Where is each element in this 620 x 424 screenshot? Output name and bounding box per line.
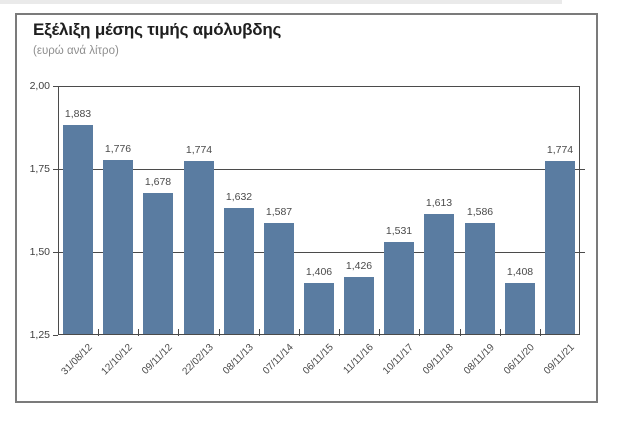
bar-value-label: 1,774 <box>185 144 213 156</box>
x-axis-tick <box>138 329 139 336</box>
y-tick-label-1,75: 1,75 <box>29 163 50 175</box>
chart-subtitle: (ευρώ ανά λίτρο) <box>33 45 119 57</box>
bar-value-label: 1,586 <box>466 206 494 218</box>
screenshot-edge-artifact <box>0 0 562 4</box>
bar-value-label: 1,613 <box>425 197 453 209</box>
bar-value-label: 1,883 <box>64 108 92 120</box>
x-axis-tick <box>299 329 300 336</box>
x-axis-tick <box>219 329 220 336</box>
bar-22/02/13 <box>184 161 214 335</box>
plot-top-border <box>58 86 580 87</box>
x-axis-tick <box>259 329 260 336</box>
x-axis-tick <box>460 329 461 336</box>
bar-value-label: 1,632 <box>225 191 253 203</box>
left-axis-tick <box>53 169 58 170</box>
x-axis-tick <box>98 329 99 336</box>
bar-07/11/14 <box>264 223 294 335</box>
bar-value-label: 1,776 <box>104 143 132 155</box>
bar-value-label: 1,408 <box>506 266 534 278</box>
bar-08/11/13 <box>224 208 254 335</box>
x-axis-tick <box>540 329 541 336</box>
bar-value-label: 1,678 <box>144 176 172 188</box>
plot-area <box>58 86 580 335</box>
bar-value-label: 1,426 <box>345 260 373 272</box>
x-axis-tick <box>500 329 501 336</box>
bar-value-label: 1,774 <box>546 144 574 156</box>
gridline-1,75 <box>58 169 580 170</box>
bar-11/11/16 <box>344 277 374 335</box>
gridline-1,50 <box>58 252 580 253</box>
x-axis-tick <box>419 329 420 336</box>
bar-09/11/21 <box>545 161 575 335</box>
bar-06/11/20 <box>505 283 535 335</box>
y-axis-line <box>58 86 59 335</box>
y-tick-label-1,50: 1,50 <box>29 246 50 258</box>
left-axis-tick <box>53 335 58 336</box>
chart-title: Εξέλιξη μέσης τιμής αμόλυβδης <box>33 20 282 39</box>
right-axis-tick <box>580 169 585 170</box>
y-tick-label-1,25: 1,25 <box>29 329 50 341</box>
bar-12/10/12 <box>103 160 133 335</box>
bar-value-label: 1,587 <box>265 206 293 218</box>
bar-06/11/15 <box>304 283 334 335</box>
x-axis-line <box>58 334 580 335</box>
bar-31/08/12 <box>63 125 93 335</box>
right-axis-tick <box>580 252 585 253</box>
y-tick-label-2,00: 2,00 <box>29 80 50 92</box>
x-axis-tick <box>178 329 179 336</box>
left-axis-tick <box>53 86 58 87</box>
bar-09/11/18 <box>424 214 454 335</box>
bar-value-label: 1,406 <box>305 266 333 278</box>
bar-10/11/17 <box>384 242 414 335</box>
x-axis-tick <box>379 329 380 336</box>
bar-09/11/12 <box>143 193 173 335</box>
x-axis-tick <box>339 329 340 336</box>
bar-08/11/19 <box>465 223 495 335</box>
bar-value-label: 1,531 <box>385 225 413 237</box>
left-axis-tick <box>53 252 58 253</box>
plot-right-border <box>579 86 580 335</box>
